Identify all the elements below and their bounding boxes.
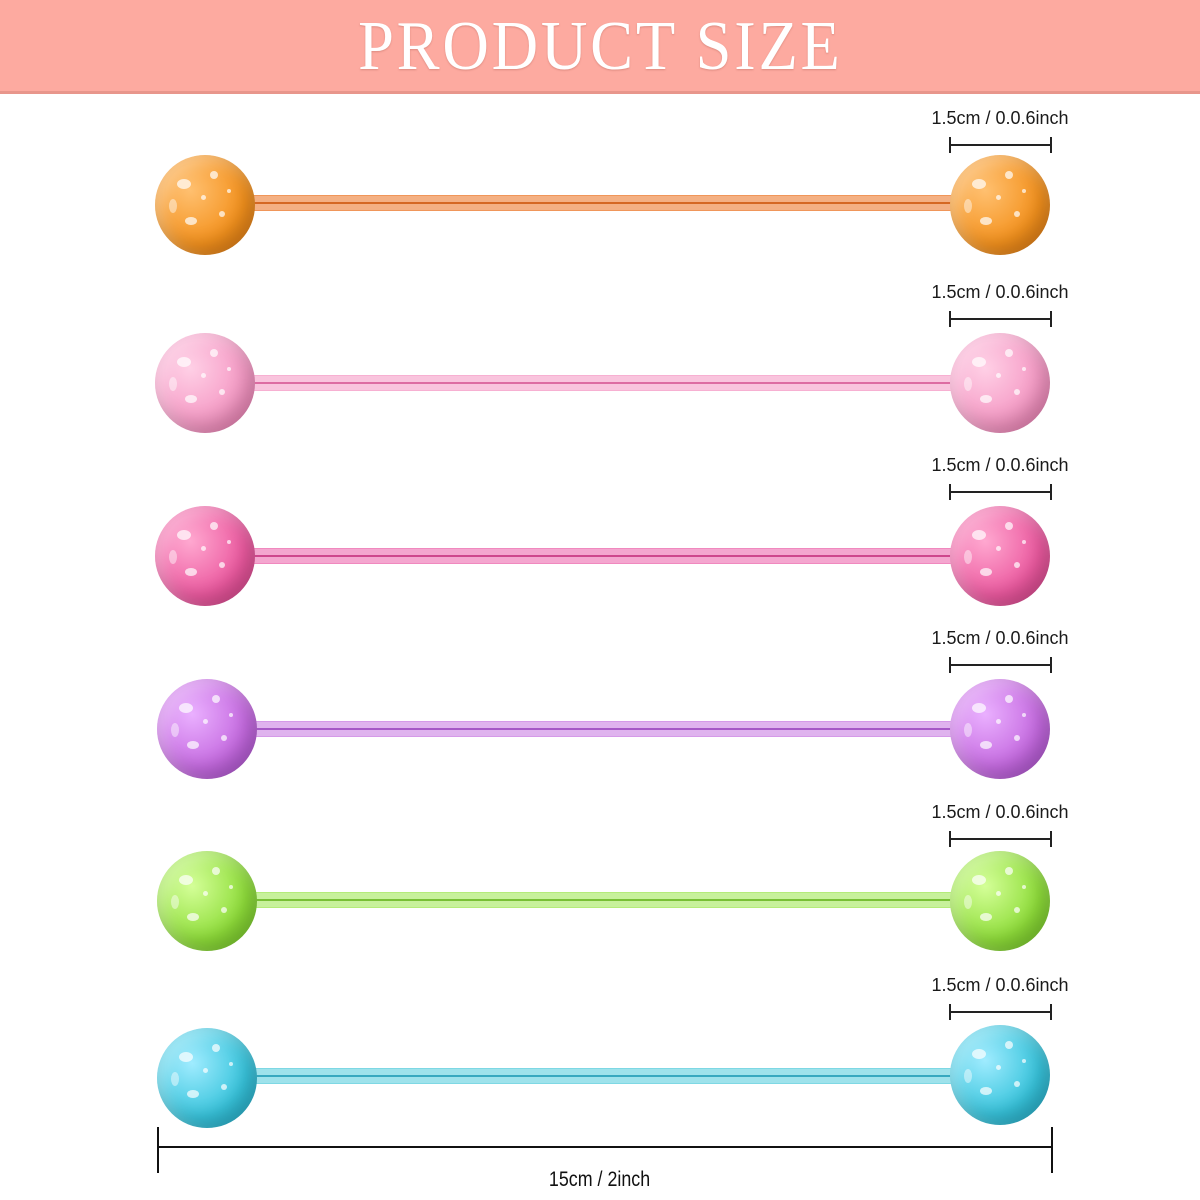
total-length-bracket (157, 1127, 1053, 1173)
ball-size-bracket (949, 484, 1052, 500)
right-ball (950, 1025, 1050, 1125)
elastic-cord (200, 548, 1000, 564)
right-ball (950, 506, 1050, 606)
ball-size-label: 1.5cm / 0.0.6inch (931, 108, 1069, 128)
ball-size-bracket (949, 657, 1052, 673)
right-ball (950, 155, 1050, 255)
elastic-cord (200, 375, 1000, 391)
ball-size-label: 1.5cm / 0.0.6inch (931, 628, 1069, 648)
elastic-cord (200, 195, 1000, 211)
right-ball (950, 333, 1050, 433)
product-item-light-pink: 1.5cm / 0.0.6inch (0, 279, 1200, 433)
total-length-text: 15cm / 2inch (549, 1168, 651, 1191)
ball-size-bracket (949, 1004, 1052, 1020)
right-ball (950, 679, 1050, 779)
left-ball (155, 333, 255, 433)
elastic-cord (200, 721, 1000, 737)
ball-size-bracket (949, 831, 1052, 847)
left-ball (157, 851, 257, 951)
right-ball (950, 851, 1050, 951)
ball-size-bracket (949, 311, 1052, 327)
elastic-cord (200, 892, 1000, 908)
product-item-hot-pink: 1.5cm / 0.0.6inch (0, 452, 1200, 606)
ball-size-label: 1.5cm / 0.0.6inch (931, 802, 1069, 822)
product-item-lime-green: 1.5cm / 0.0.6inch (0, 799, 1200, 951)
ball-size-label: 1.5cm / 0.0.6inch (931, 975, 1069, 995)
left-ball (155, 506, 255, 606)
page-title: PRODUCT SIZE (357, 7, 843, 85)
left-ball (157, 1028, 257, 1128)
title-banner: PRODUCT SIZE (0, 0, 1200, 94)
elastic-cord (200, 1068, 1000, 1084)
total-length-label: 15cm / 2inch (0, 1168, 1200, 1192)
product-item-orange: 1.5cm / 0.0.6inch (0, 105, 1200, 255)
ball-size-label: 1.5cm / 0.0.6inch (931, 282, 1069, 302)
left-ball (155, 155, 255, 255)
left-ball (157, 679, 257, 779)
ball-size-label: 1.5cm / 0.0.6inch (931, 455, 1069, 475)
ball-size-bracket (949, 137, 1052, 153)
product-item-purple: 1.5cm / 0.0.6inch (0, 625, 1200, 779)
product-item-cyan: 1.5cm / 0.0.6inch (0, 972, 1200, 1128)
